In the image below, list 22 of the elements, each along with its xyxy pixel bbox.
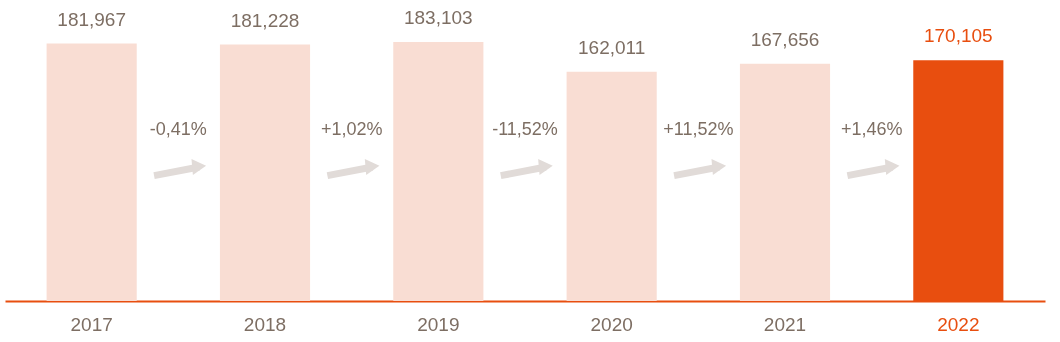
data-label: 181,967 xyxy=(57,8,127,30)
annotation: -0,41% xyxy=(149,119,207,139)
bar xyxy=(566,71,657,301)
bar xyxy=(219,44,311,301)
bar xyxy=(393,41,484,301)
annotation: -11,52% xyxy=(492,119,558,139)
data-label: 170,105 xyxy=(923,25,993,47)
x-tick-label: 2021 xyxy=(763,313,807,335)
x-tick-label: 2017 xyxy=(70,313,113,335)
x-tick-label: 2020 xyxy=(590,313,633,335)
annotation: +1,02% xyxy=(320,119,383,139)
data-label: 162,011 xyxy=(578,36,646,58)
x-tick-label: 2019 xyxy=(417,313,460,335)
data-label: 167,656 xyxy=(750,28,820,50)
bar xyxy=(46,43,137,301)
bar xyxy=(739,63,831,301)
x-tick-label: 2022 xyxy=(937,313,980,335)
x-tick-label: 2018 xyxy=(243,313,287,335)
data-label: 183,103 xyxy=(403,6,473,28)
annotation: +11,52% xyxy=(663,119,734,139)
annotation: +1,46% xyxy=(840,119,903,139)
data-label: 181,228 xyxy=(230,9,300,31)
